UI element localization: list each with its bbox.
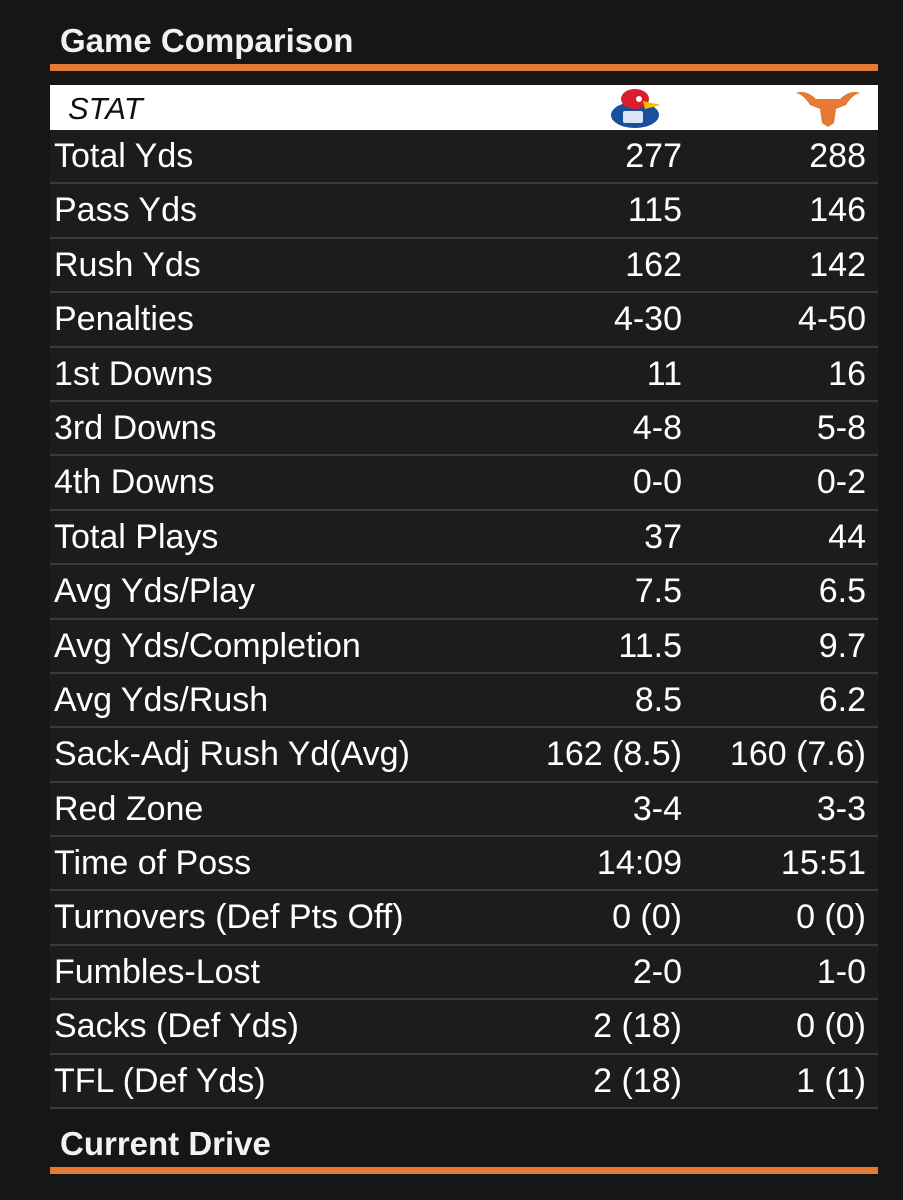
stat-value: 6.5 — [818, 572, 866, 611]
stat-value: 1 (1) — [796, 1061, 866, 1100]
stat-label: Avg Yds/Completion — [54, 626, 361, 665]
stat-value: 1-0 — [816, 952, 866, 991]
stat-row: Total Plays 37 44 — [50, 510, 878, 566]
stat-value: 6.2 — [818, 680, 866, 719]
stat-row: Avg Yds/Rush 8.5 6.2 — [50, 673, 878, 729]
stat-row: Time of Poss 14:09 15:51 — [50, 837, 878, 892]
stat-value: 37 — [644, 517, 682, 556]
ku-logo — [611, 89, 661, 128]
table-header: STAT — [50, 85, 878, 130]
stat-value: 15:51 — [780, 844, 866, 883]
stat-value: 146 — [809, 191, 866, 230]
stat-label: 4th Downs — [54, 463, 215, 502]
stat-label: 3rd Downs — [54, 408, 217, 447]
stat-value: 142 — [809, 245, 866, 284]
stat-row: Rush Yds 162 142 — [50, 238, 878, 294]
stat-value: 16 — [828, 354, 866, 393]
stat-label: Red Zone — [54, 789, 204, 828]
section-title: Game Comparison — [60, 22, 354, 59]
stat-value: 0-2 — [816, 463, 866, 502]
stat-value: 115 — [627, 191, 682, 230]
stat-value: 4-30 — [613, 300, 682, 339]
stat-value: 0 (0) — [796, 1007, 866, 1046]
stat-label: Total Plays — [54, 517, 219, 556]
section-title: Current Drive — [60, 1125, 271, 1162]
stat-row: Sack-Adj Rush Yd(Avg) 162 (8.5) 160 (7.6) — [50, 728, 878, 783]
stat-value: 0 (0) — [612, 898, 682, 937]
stat-value: 160 (7.6) — [729, 735, 866, 774]
stat-row: Penalties 4-30 4-50 — [50, 293, 878, 348]
stat-value: 2 (18) — [593, 1061, 682, 1100]
stat-value: 4-8 — [632, 408, 682, 447]
stat-row: Avg Yds/Play 7.5 6.5 — [50, 565, 878, 620]
stat-label: TFL (Def Yds) — [54, 1061, 266, 1100]
stat-value: 5-8 — [816, 408, 866, 447]
stat-value: 11.5 — [618, 626, 682, 665]
stat-row: 3rd Downs 4-8 5-8 — [50, 401, 878, 457]
stat-row: TFL (Def Yds) 2 (18) 1 (1) — [50, 1054, 878, 1110]
stat-value: 3-3 — [816, 789, 866, 828]
stat-label: Fumbles-Lost — [54, 952, 260, 991]
stat-row: Total Yds 277 288 — [50, 130, 878, 185]
stat-value: 2 (18) — [593, 1007, 682, 1046]
stat-label: Penalties — [54, 300, 194, 339]
stat-value: 8.5 — [634, 680, 682, 719]
stat-row: Avg Yds/Completion 11.5 9.7 — [50, 619, 878, 674]
stat-label: Rush Yds — [54, 245, 201, 284]
stat-value: 0-0 — [632, 463, 682, 502]
stat-value: 162 — [625, 245, 682, 284]
stat-value: 4-50 — [797, 300, 866, 339]
stat-value: 14:09 — [596, 844, 682, 883]
stat-value: 277 — [625, 137, 682, 175]
stat-value: 0 (0) — [796, 898, 866, 937]
stat-rows: Total Yds 277 288 Pass Yds 115 146 Rush Yds 162… — [50, 130, 878, 1110]
stat-row: Fumbles-Lost 2-0 1-0 — [50, 945, 878, 1001]
stat-value: 9.7 — [818, 626, 866, 665]
column-header: STAT — [68, 91, 143, 126]
stat-value: 44 — [828, 517, 866, 556]
stat-row: 4th Downs 0-0 0-2 — [50, 456, 878, 511]
stat-label: Time of Poss — [54, 844, 252, 883]
stat-value: 288 — [809, 137, 866, 175]
stat-label: Avg Yds/Play — [54, 572, 255, 611]
stat-row: Red Zone 3-4 3-3 — [50, 782, 878, 838]
stat-row: Pass Yds 115 146 — [50, 184, 878, 239]
stat-value: 11 — [646, 354, 682, 393]
title-rule — [50, 64, 878, 71]
stat-label: Avg Yds/Rush — [54, 680, 269, 719]
stat-value: 2-0 — [632, 952, 682, 991]
texas-logo — [796, 91, 860, 127]
stat-row: Sacks (Def Yds) 2 (18) 0 (0) — [50, 1000, 878, 1055]
stat-label: Pass Yds — [54, 191, 198, 230]
stat-label: 1st Downs — [54, 354, 213, 393]
stat-label: Total Yds — [54, 137, 194, 175]
footer-rule — [50, 1167, 878, 1174]
stat-value: 162 (8.5) — [545, 735, 682, 774]
stat-row: Turnovers (Def Pts Off) 0 (0) 0 (0) — [50, 891, 878, 946]
stat-label: Turnovers (Def Pts Off) — [54, 898, 404, 937]
stat-row: 1st Downs 11 16 — [50, 347, 878, 402]
stat-label: Sack-Adj Rush Yd(Avg) — [54, 735, 410, 774]
stat-label: Sacks (Def Yds) — [54, 1007, 300, 1046]
stat-value: 3-4 — [632, 789, 682, 828]
stat-value: 7.5 — [634, 572, 682, 611]
